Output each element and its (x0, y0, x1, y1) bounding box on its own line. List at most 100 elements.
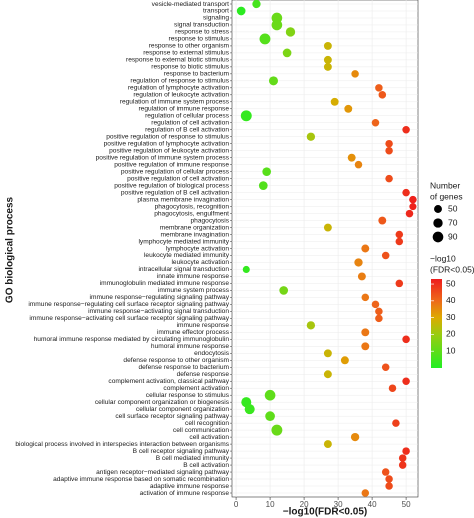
dot (395, 279, 404, 288)
dot (361, 244, 370, 253)
y-tick-label: cellular component organization or bioge… (95, 399, 230, 406)
y-tick-label: B cell activation (183, 462, 229, 469)
dot (385, 475, 393, 483)
y-tick-label: positive regulation of response to stimu… (106, 133, 229, 140)
y-tick-label: cellular response to stimulus (146, 392, 230, 399)
dot (259, 33, 271, 45)
y-tick-label: positive regulation of leukocyte activat… (109, 147, 229, 154)
y-tick-label: leukocyte mediated immunity (144, 252, 230, 259)
dot (402, 125, 410, 134)
y-tick-label: innate immune response (157, 273, 230, 280)
y-tick-label: phagocytosis (191, 217, 230, 224)
dot (385, 146, 393, 155)
y-tick-label: positive regulation of immune system pro… (96, 154, 230, 161)
size-legend-dot (432, 231, 444, 243)
y-tick-label: complement activation, classical pathway (108, 378, 229, 385)
dot (405, 209, 414, 218)
y-tick-label: adaptive immune response (150, 483, 230, 490)
dot (252, 0, 261, 9)
y-tick-label: positive regulation of immune response (114, 161, 229, 168)
dot (398, 461, 407, 469)
x-axis-title: −log10(FDR<0.05) (283, 507, 367, 518)
dot (323, 440, 332, 449)
y-tick-label: response to stress (175, 29, 230, 36)
dot (350, 432, 360, 442)
dot (258, 181, 268, 190)
y-tick-label: response to external stimulus (143, 50, 229, 57)
colorbar-label: 50 (446, 278, 456, 288)
dot (402, 447, 410, 455)
x-tick-label: 40 (368, 500, 377, 509)
dot (351, 70, 359, 78)
colorbar-label: 10 (446, 345, 456, 355)
y-tick-label: regulation of cell activation (151, 120, 229, 127)
dot (271, 19, 283, 31)
y-tick-label: biological process involved in interspec… (15, 441, 229, 448)
dot (409, 195, 417, 204)
y-tick-label: regulation of lymphocyte activation (128, 85, 229, 92)
y-tick-label: membrane invagination (160, 231, 229, 238)
y-tick-label: signaling (203, 15, 229, 22)
size-legend-dot (434, 205, 442, 213)
y-tick-label: cell recognition (185, 420, 229, 427)
dot (323, 62, 332, 71)
dot (357, 272, 366, 281)
y-tick-label: activation of immune response (140, 490, 230, 497)
dot (361, 489, 370, 497)
y-tick-label: positive regulation of cell activation (127, 175, 229, 182)
dot (323, 349, 332, 358)
dot (392, 419, 400, 427)
dot (395, 230, 404, 239)
dot (323, 370, 332, 379)
dot (323, 55, 332, 64)
y-tick-label: regulation of immune system process (120, 99, 230, 106)
dot (242, 265, 250, 273)
dot (385, 174, 393, 183)
dot (264, 389, 276, 401)
colorbar (431, 279, 442, 368)
dot (381, 468, 390, 476)
dot (354, 258, 363, 267)
y-tick-label: positive regulation of lymphocyte activa… (104, 140, 230, 147)
y-tick-label: cell communication (173, 427, 229, 434)
y-tick-label: lymphocyte activation (166, 245, 229, 252)
x-tick-label: 10 (266, 500, 275, 509)
size-legend-title: Number (430, 180, 460, 190)
dot (381, 251, 390, 260)
colorbar-label: 20 (446, 329, 456, 339)
y-tick-label: endocytosis (194, 350, 230, 357)
y-tick-label: regulation of immune response (138, 106, 229, 113)
dot (402, 335, 410, 344)
y-tick-label: membrane organization (160, 224, 230, 231)
y-tick-label: cell surface receptor signaling pathway (115, 413, 229, 420)
dot (361, 293, 370, 302)
y-tick-label: phagocytosis, engulfment (154, 210, 229, 217)
y-tick-label: immune response−activating signal transd… (88, 308, 229, 315)
y-tick-label: immune response−regulating cell surface … (28, 301, 229, 308)
x-tick-label: 20 (300, 500, 309, 509)
dot (306, 132, 316, 141)
y-tick-label: immunoglobulin mediated immune response (100, 280, 230, 287)
dot (340, 356, 349, 365)
dot (378, 91, 387, 99)
y-tick-label: response to stimulus (169, 36, 230, 43)
dot (378, 216, 387, 225)
dot (381, 363, 390, 372)
y-tick-label: immune system process (158, 287, 230, 294)
dot (385, 139, 393, 148)
dot (402, 188, 410, 197)
dot (244, 404, 255, 415)
dot (388, 384, 397, 392)
y-tick-label: vesicle-mediated transport (152, 1, 229, 8)
y-tick-label: positive regulation of cellular process (121, 168, 230, 175)
y-axis-title: GO biological process (5, 196, 16, 303)
dot (354, 160, 363, 169)
dot (344, 104, 353, 113)
y-tick-label: regulation of leukocyte activation (133, 92, 229, 99)
dot (375, 314, 383, 323)
y-tick-label: defense response (177, 371, 230, 378)
dot (409, 203, 417, 211)
dot (306, 321, 316, 330)
y-tick-label: signal transduction (174, 22, 229, 29)
y-tick-label: B cell mediated immunity (156, 455, 230, 462)
